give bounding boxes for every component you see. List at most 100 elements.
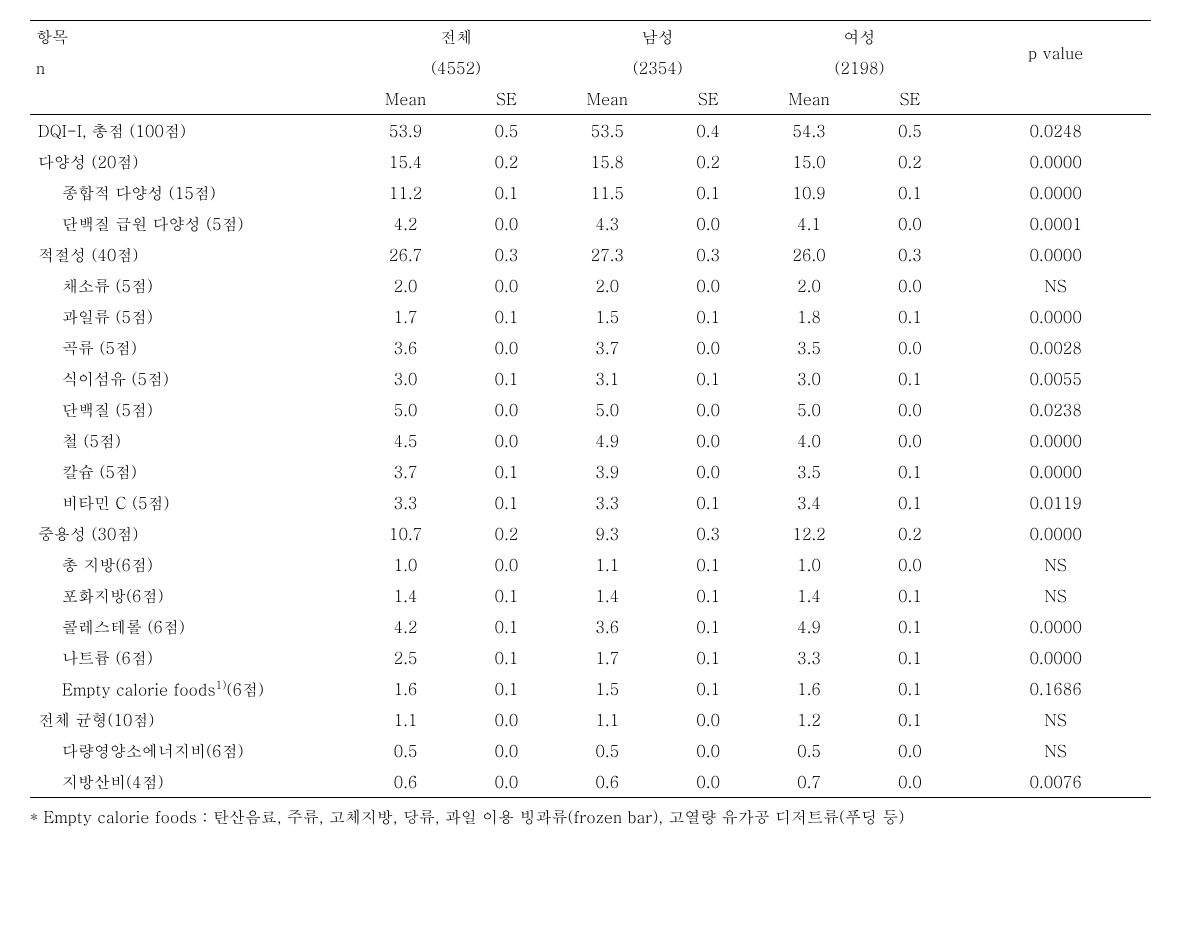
cell-value: 3.6 xyxy=(557,611,658,642)
cell-pvalue: 0.0000 xyxy=(960,239,1151,270)
row-label: 칼슘 (5점) xyxy=(30,456,355,487)
cell-value: 3.5 xyxy=(759,456,860,487)
cell-pvalue: 0.0000 xyxy=(960,425,1151,456)
dqi-table: 항목 전체 남성 여성 p value n (4552) (2354) (219… xyxy=(30,20,1151,798)
cell-value: 53.9 xyxy=(355,115,456,147)
cell-pvalue: NS xyxy=(960,549,1151,580)
cell-value: 0.0 xyxy=(456,549,557,580)
cell-value: 0.0 xyxy=(456,766,557,798)
table-row: 단백질 급원 다양성 (5점)4.20.04.30.04.10.00.0001 xyxy=(30,208,1151,239)
cell-value: 0.5 xyxy=(557,735,658,766)
cell-value: 3.7 xyxy=(557,332,658,363)
cell-value: 3.3 xyxy=(759,642,860,673)
table-row: 철 (5점)4.50.04.90.04.00.00.0000 xyxy=(30,425,1151,456)
cell-value: 0.2 xyxy=(859,146,960,177)
row-label: 콜레스테롤 (6점) xyxy=(30,611,355,642)
cell-value: 0.0 xyxy=(658,425,759,456)
cell-value: 3.5 xyxy=(759,332,860,363)
table-row: DQI-I, 총점 (100점)53.90.553.50.454.30.50.0… xyxy=(30,115,1151,147)
cell-value: 0.1 xyxy=(859,611,960,642)
footnote: * Empty calorie foods : 탄산음료, 주류, 고체지방, … xyxy=(30,804,1151,830)
header-pvalue: p value xyxy=(960,21,1151,84)
cell-value: 0.1 xyxy=(859,642,960,673)
cell-value: 0.3 xyxy=(456,239,557,270)
cell-value: 0.5 xyxy=(456,115,557,147)
cell-value: 1.6 xyxy=(759,673,860,704)
cell-value: 4.1 xyxy=(759,208,860,239)
cell-value: 0.4 xyxy=(658,115,759,147)
cell-value: 15.8 xyxy=(557,146,658,177)
cell-value: 0.0 xyxy=(658,456,759,487)
row-label: 비타민 C (5점) xyxy=(30,487,355,518)
header-n: n xyxy=(30,52,355,83)
cell-value: 11.2 xyxy=(355,177,456,208)
row-label: 단백질 급원 다양성 (5점) xyxy=(30,208,355,239)
cell-value: 3.6 xyxy=(355,332,456,363)
table-row: 과일류 (5점)1.70.11.50.11.80.10.0000 xyxy=(30,301,1151,332)
cell-value: 0.0 xyxy=(658,704,759,735)
table-row: 비타민 C (5점)3.30.13.30.13.40.10.0119 xyxy=(30,487,1151,518)
cell-value: 27.3 xyxy=(557,239,658,270)
cell-value: 0.1 xyxy=(456,487,557,518)
cell-value: 5.0 xyxy=(759,394,860,425)
cell-value: 1.1 xyxy=(557,704,658,735)
cell-value: 0.0 xyxy=(658,766,759,798)
row-label: 철 (5점) xyxy=(30,425,355,456)
cell-pvalue: NS xyxy=(960,704,1151,735)
cell-value: 4.3 xyxy=(557,208,658,239)
cell-value: 0.2 xyxy=(658,146,759,177)
cell-value: 1.4 xyxy=(355,580,456,611)
row-label: 채소류 (5점) xyxy=(30,270,355,301)
cell-value: 0.1 xyxy=(658,611,759,642)
cell-value: 9.3 xyxy=(557,518,658,549)
cell-pvalue: 0.0000 xyxy=(960,177,1151,208)
cell-value: 0.0 xyxy=(859,735,960,766)
cell-value: 1.6 xyxy=(355,673,456,704)
table-row: 나트륨 (6점)2.50.11.70.13.30.10.0000 xyxy=(30,642,1151,673)
cell-value: 1.0 xyxy=(759,549,860,580)
cell-value: 1.7 xyxy=(355,301,456,332)
cell-value: 4.9 xyxy=(557,425,658,456)
cell-value: 1.5 xyxy=(557,301,658,332)
row-label: Empty calorie foods1)(6점) xyxy=(30,673,355,704)
header-se: SE xyxy=(456,83,557,115)
cell-value: 1.1 xyxy=(355,704,456,735)
header-se: SE xyxy=(658,83,759,115)
cell-value: 2.5 xyxy=(355,642,456,673)
cell-value: 0.1 xyxy=(658,301,759,332)
cell-value: 0.1 xyxy=(859,456,960,487)
cell-value: 0.0 xyxy=(859,394,960,425)
cell-value: 3.0 xyxy=(355,363,456,394)
header-group-total: 전체 xyxy=(355,21,557,53)
table-row: 전체 균형(10점)1.10.01.10.01.20.1NS xyxy=(30,704,1151,735)
row-label: 나트륨 (6점) xyxy=(30,642,355,673)
table-row: 다양성 (20점)15.40.215.80.215.00.20.0000 xyxy=(30,146,1151,177)
table-row: 적절성 (40점)26.70.327.30.326.00.30.0000 xyxy=(30,239,1151,270)
cell-value: 0.1 xyxy=(859,673,960,704)
row-label: 다양성 (20점) xyxy=(30,146,355,177)
cell-pvalue: NS xyxy=(960,735,1151,766)
table-row: 칼슘 (5점)3.70.13.90.03.50.10.0000 xyxy=(30,456,1151,487)
row-label: 식이섬유 (5점) xyxy=(30,363,355,394)
cell-value: 0.6 xyxy=(355,766,456,798)
cell-value: 3.9 xyxy=(557,456,658,487)
cell-value: 0.3 xyxy=(658,239,759,270)
header-n-total: (4552) xyxy=(355,52,557,83)
table-row: 곡류 (5점)3.60.03.70.03.50.00.0028 xyxy=(30,332,1151,363)
cell-value: 0.0 xyxy=(859,208,960,239)
table-row: 포화지방(6점)1.40.11.40.11.40.1NS xyxy=(30,580,1151,611)
cell-value: 5.0 xyxy=(557,394,658,425)
cell-value: 0.0 xyxy=(859,425,960,456)
row-label: 포화지방(6점) xyxy=(30,580,355,611)
cell-value: 0.7 xyxy=(759,766,860,798)
cell-value: 2.0 xyxy=(355,270,456,301)
cell-value: 0.5 xyxy=(859,115,960,147)
cell-value: 0.0 xyxy=(456,270,557,301)
cell-value: 0.1 xyxy=(456,177,557,208)
table-header: 항목 전체 남성 여성 p value n (4552) (2354) (219… xyxy=(30,21,1151,115)
header-group-female: 여성 xyxy=(759,21,961,53)
cell-value: 26.7 xyxy=(355,239,456,270)
header-mean: Mean xyxy=(557,83,658,115)
cell-value: 0.1 xyxy=(658,363,759,394)
cell-value: 0.5 xyxy=(355,735,456,766)
